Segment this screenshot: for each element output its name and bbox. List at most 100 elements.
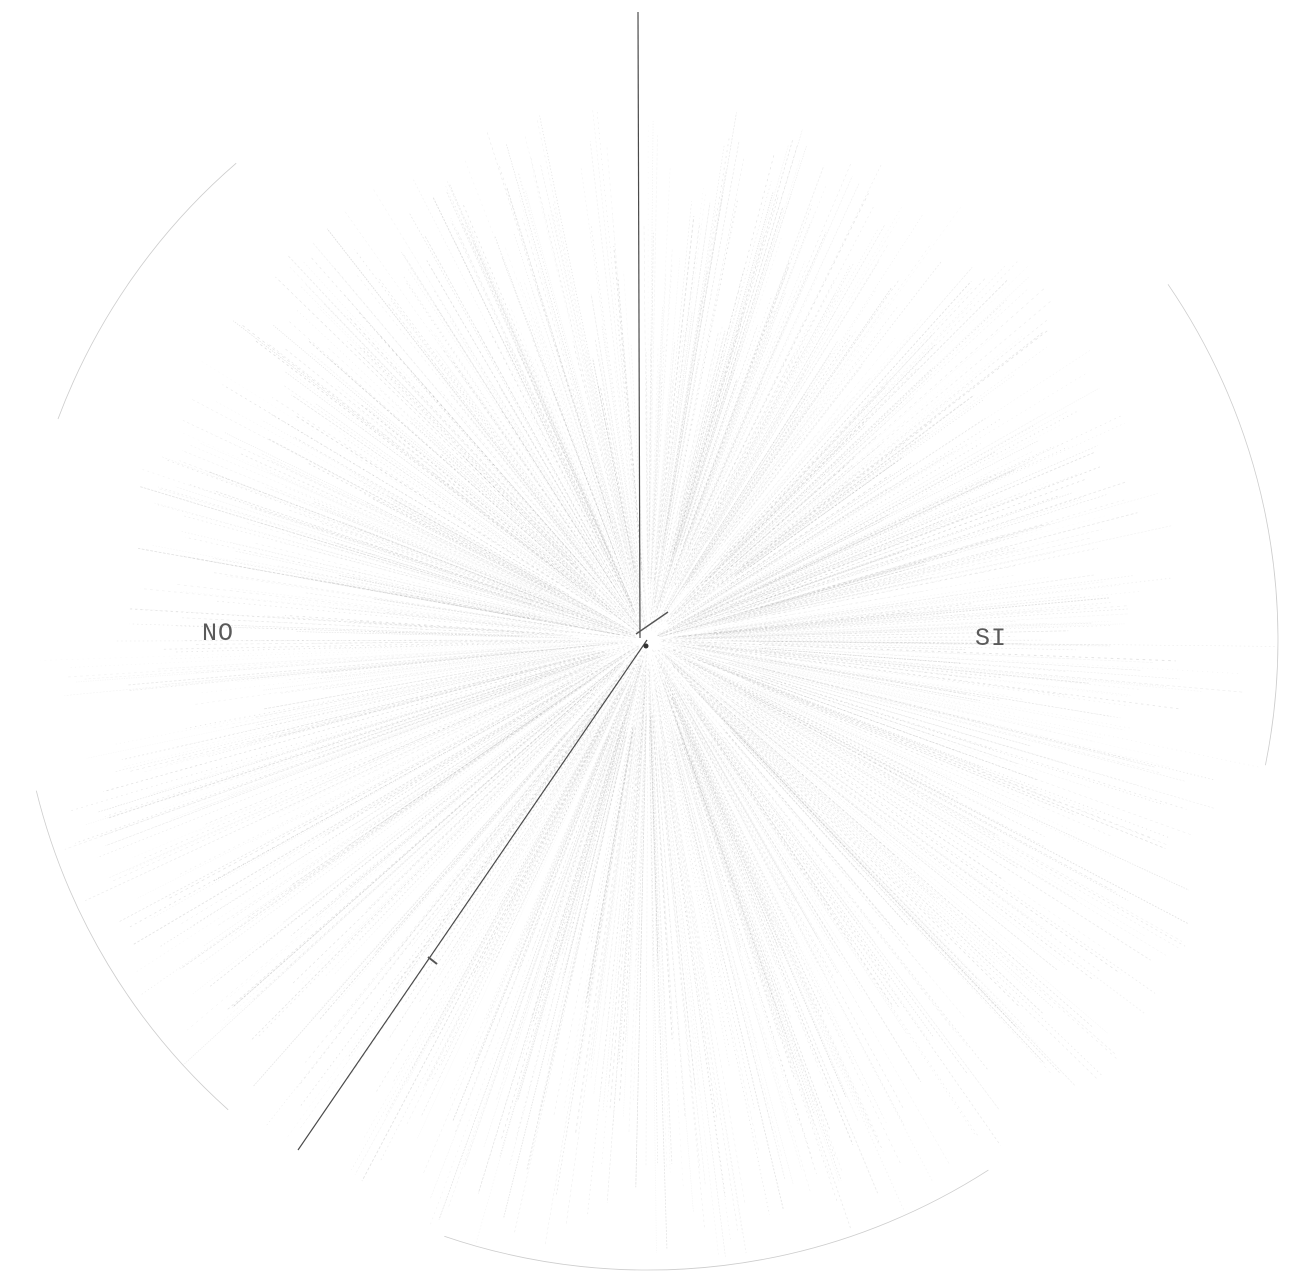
ray-line <box>275 276 564 559</box>
ray-line <box>731 721 1098 1079</box>
ray-line <box>734 529 1102 620</box>
ray-line <box>454 694 627 1135</box>
ray-line <box>647 342 652 606</box>
ray-line <box>435 348 583 550</box>
ray-line <box>310 734 565 1020</box>
ray-line <box>720 264 1007 564</box>
ray-line <box>679 644 1007 696</box>
ray-line <box>133 685 572 945</box>
ray-line <box>131 608 631 640</box>
ray-line <box>742 481 851 567</box>
ray-line <box>429 733 612 1199</box>
ray-line <box>531 288 642 621</box>
ray-line <box>739 635 948 640</box>
ray-line <box>662 644 960 753</box>
ray-line <box>440 682 628 1066</box>
ray-line <box>265 657 575 736</box>
ray-line <box>653 679 747 1254</box>
ray-line <box>284 615 555 634</box>
ray-line <box>673 525 1172 635</box>
ray-line <box>718 545 1021 623</box>
ray-line <box>667 695 836 1157</box>
ray-line <box>681 710 902 1165</box>
ray-line <box>312 353 590 590</box>
ray-line <box>667 158 744 542</box>
ray-line <box>456 229 596 528</box>
ray-line <box>671 287 972 615</box>
ray-line <box>111 666 589 882</box>
ray-line <box>194 655 537 705</box>
ray-line <box>671 192 774 553</box>
ray-line <box>408 707 563 832</box>
ray-line <box>759 560 926 609</box>
ray-line <box>750 697 1001 837</box>
ray-line <box>666 656 1032 993</box>
ray-line <box>207 471 604 624</box>
ray-line <box>319 702 595 1020</box>
ray-line <box>666 663 970 1049</box>
ray-line <box>412 178 605 554</box>
ray-line <box>728 579 902 622</box>
ray-line <box>667 643 976 703</box>
ray-line <box>298 704 537 843</box>
ray-line <box>662 630 932 640</box>
ray-line <box>374 645 639 809</box>
ray-line <box>547 737 626 1065</box>
ray-line <box>648 232 654 540</box>
ray-line <box>431 671 617 855</box>
ray-line <box>349 663 620 888</box>
ray-line <box>393 702 604 994</box>
ray-line <box>686 345 848 583</box>
ray-line <box>670 153 775 554</box>
ray-line <box>323 646 639 864</box>
ray-line <box>485 650 645 1104</box>
ray-line <box>562 662 643 979</box>
ray-line <box>533 387 617 571</box>
ray-line <box>270 413 557 586</box>
ray-line <box>713 574 1094 631</box>
ray-line <box>408 265 613 584</box>
ray-line <box>293 576 526 619</box>
ray-line <box>475 448 596 583</box>
ray-line <box>689 518 964 625</box>
ray-line <box>704 464 847 591</box>
ray-line <box>726 406 841 545</box>
ray-line <box>381 516 544 592</box>
ray-line <box>731 286 1047 567</box>
ray-line <box>619 696 645 1101</box>
ray-line <box>255 651 595 726</box>
ray-line <box>297 729 579 1088</box>
ray-line <box>636 682 648 1011</box>
ray-line <box>585 355 646 627</box>
ray-line <box>727 318 923 547</box>
ray-line <box>687 414 1123 622</box>
ray-line <box>672 665 978 980</box>
ray-line <box>252 656 594 763</box>
ray-line <box>693 647 1121 719</box>
ray-line <box>371 187 612 580</box>
ray-line <box>306 462 607 619</box>
ray-line <box>517 683 632 971</box>
ray-line <box>680 308 776 555</box>
ray-line <box>335 640 632 650</box>
ray-line <box>669 689 839 1068</box>
ray-line <box>230 677 595 937</box>
ray-line <box>656 266 790 618</box>
ray-line <box>214 400 568 596</box>
ray-line <box>654 145 725 598</box>
ray-line <box>528 320 607 530</box>
ray-line <box>692 476 909 612</box>
ray-line <box>381 705 553 824</box>
ray-line <box>763 575 1134 625</box>
ray-line <box>668 366 826 609</box>
ray-line <box>440 453 630 624</box>
ray-line <box>651 344 659 541</box>
ray-line <box>450 394 635 623</box>
ray-line <box>507 708 613 910</box>
ray-line <box>655 689 708 1002</box>
ray-line <box>226 668 616 1011</box>
ray-line <box>749 686 1189 891</box>
ray-line <box>317 647 640 917</box>
ray-line <box>265 487 555 604</box>
